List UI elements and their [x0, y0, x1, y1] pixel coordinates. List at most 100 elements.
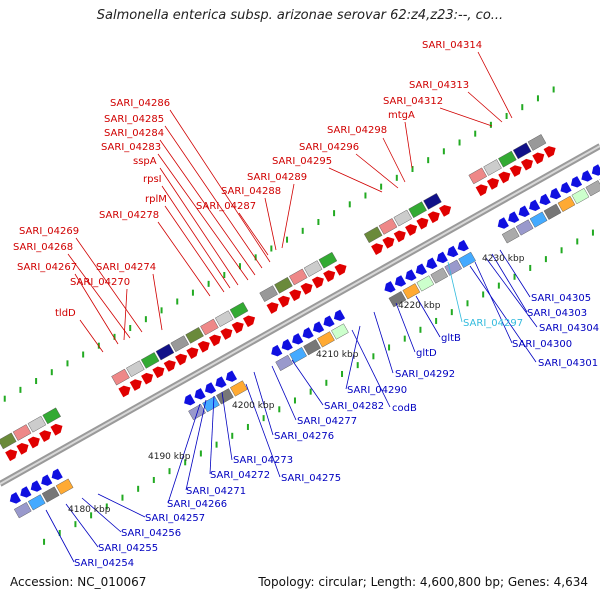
feature-box — [259, 285, 278, 302]
scale-tick — [497, 282, 500, 289]
leader-line — [245, 383, 281, 478]
gene-shape — [581, 170, 593, 182]
scale-tick — [341, 370, 344, 377]
forward-gene-arrow — [50, 423, 63, 436]
scale-tick — [560, 247, 563, 254]
feature-rect — [55, 478, 74, 495]
feature-box — [331, 323, 349, 340]
leader-line — [474, 261, 513, 344]
feature-box — [303, 260, 323, 277]
gene-label: SARI_04285 — [104, 114, 164, 125]
gene-shape — [393, 230, 406, 243]
feature-box — [12, 424, 32, 441]
gene-label: SARI_04287 — [196, 201, 256, 212]
gene-label: SARI_04288 — [221, 186, 281, 197]
feature-rect — [259, 285, 278, 302]
gene-shape — [204, 382, 217, 394]
scale-label: 4190 kbp — [148, 452, 191, 462]
gene-shape — [163, 360, 176, 372]
feature-box — [501, 227, 520, 244]
gene-shape — [41, 474, 53, 486]
gene-shape — [475, 184, 488, 197]
gene-label: SARI_04273 — [233, 455, 293, 466]
gene-shape — [30, 480, 42, 492]
gene-label: SARI_04289 — [247, 172, 307, 183]
forward-gene-arrow — [543, 146, 556, 158]
feature-box — [543, 203, 562, 220]
gene-label: SARI_04292 — [395, 369, 455, 380]
feature-box — [378, 218, 398, 235]
gene-label: SARI_04303 — [527, 308, 587, 319]
leader-line — [164, 125, 263, 269]
scale-tick — [536, 95, 539, 102]
feature-box — [216, 388, 234, 405]
feature-box — [185, 327, 204, 344]
forward-gene-arrow — [509, 165, 522, 177]
leader-line — [152, 273, 163, 331]
gene-shape — [209, 334, 222, 347]
forward-gene-arrow — [300, 283, 313, 295]
forward-gene-arrow — [175, 353, 188, 366]
gene-shape — [509, 165, 522, 177]
leader-line — [169, 109, 271, 263]
gene-shape — [243, 315, 256, 328]
gene-shape — [186, 347, 199, 360]
forward-gene-arrow — [129, 379, 142, 391]
forward-gene-arrow — [371, 243, 384, 255]
gene-shape — [426, 257, 438, 269]
feature-box — [515, 219, 534, 236]
forward-gene-arrow — [475, 184, 488, 197]
map-title: Salmonella enterica subsp. arizonae sero… — [96, 8, 504, 23]
scale-tick — [121, 494, 124, 501]
forward-gene-arrow — [323, 270, 336, 282]
feature-rect — [12, 424, 32, 441]
gene-shape — [281, 339, 293, 351]
leader-line — [157, 221, 211, 297]
feature-rect — [275, 354, 293, 372]
leader-line — [345, 325, 361, 390]
reverse-gene-arrow — [204, 382, 217, 394]
gene-shape — [311, 276, 324, 289]
feature-rect — [363, 226, 383, 244]
gene-shape — [382, 236, 395, 249]
scale-tick — [325, 379, 328, 386]
feature-box — [27, 494, 46, 511]
leader-line — [439, 107, 493, 127]
feature-box — [388, 291, 407, 308]
forward-gene-arrow — [141, 372, 154, 385]
reverse-gene-arrow — [405, 269, 417, 281]
gene-label: SARI_04312 — [383, 96, 443, 107]
leader-line — [271, 365, 297, 421]
feature-rect — [214, 310, 234, 327]
gene-label: SARI_04300 — [512, 339, 572, 350]
gene-shape — [289, 289, 302, 302]
forward-gene-arrow — [311, 276, 324, 289]
gene-label: SARI_04269 — [19, 226, 79, 237]
gene-label: SARI_04297 — [463, 318, 523, 329]
gene-shape — [371, 243, 384, 255]
reverse-gene-arrow — [560, 181, 572, 194]
feature-box — [126, 360, 145, 378]
scale-tick — [333, 210, 336, 217]
feature-rect — [274, 276, 293, 294]
gene-label: SARI_04256 — [121, 528, 181, 539]
scale-label: 4200 kbp — [232, 401, 275, 411]
scale-tick — [82, 351, 85, 358]
gene-label: SARI_04257 — [145, 513, 205, 524]
gene-label: rplM — [145, 194, 167, 205]
feature-box — [229, 302, 249, 319]
gene-shape — [543, 146, 556, 158]
leader-line — [467, 91, 503, 123]
gene-shape — [118, 385, 131, 398]
feature-box — [585, 180, 600, 197]
scale-tick — [529, 264, 532, 271]
gene-label: SARI_04304 — [539, 323, 599, 334]
scale-tick — [262, 415, 265, 422]
forward-gene-arrow — [243, 315, 256, 328]
feature-rect — [423, 193, 442, 210]
gene-shape — [220, 328, 233, 340]
leader-line — [499, 249, 531, 298]
feature-box — [275, 354, 293, 372]
leader-line — [477, 51, 513, 119]
scale-tick — [364, 192, 367, 199]
